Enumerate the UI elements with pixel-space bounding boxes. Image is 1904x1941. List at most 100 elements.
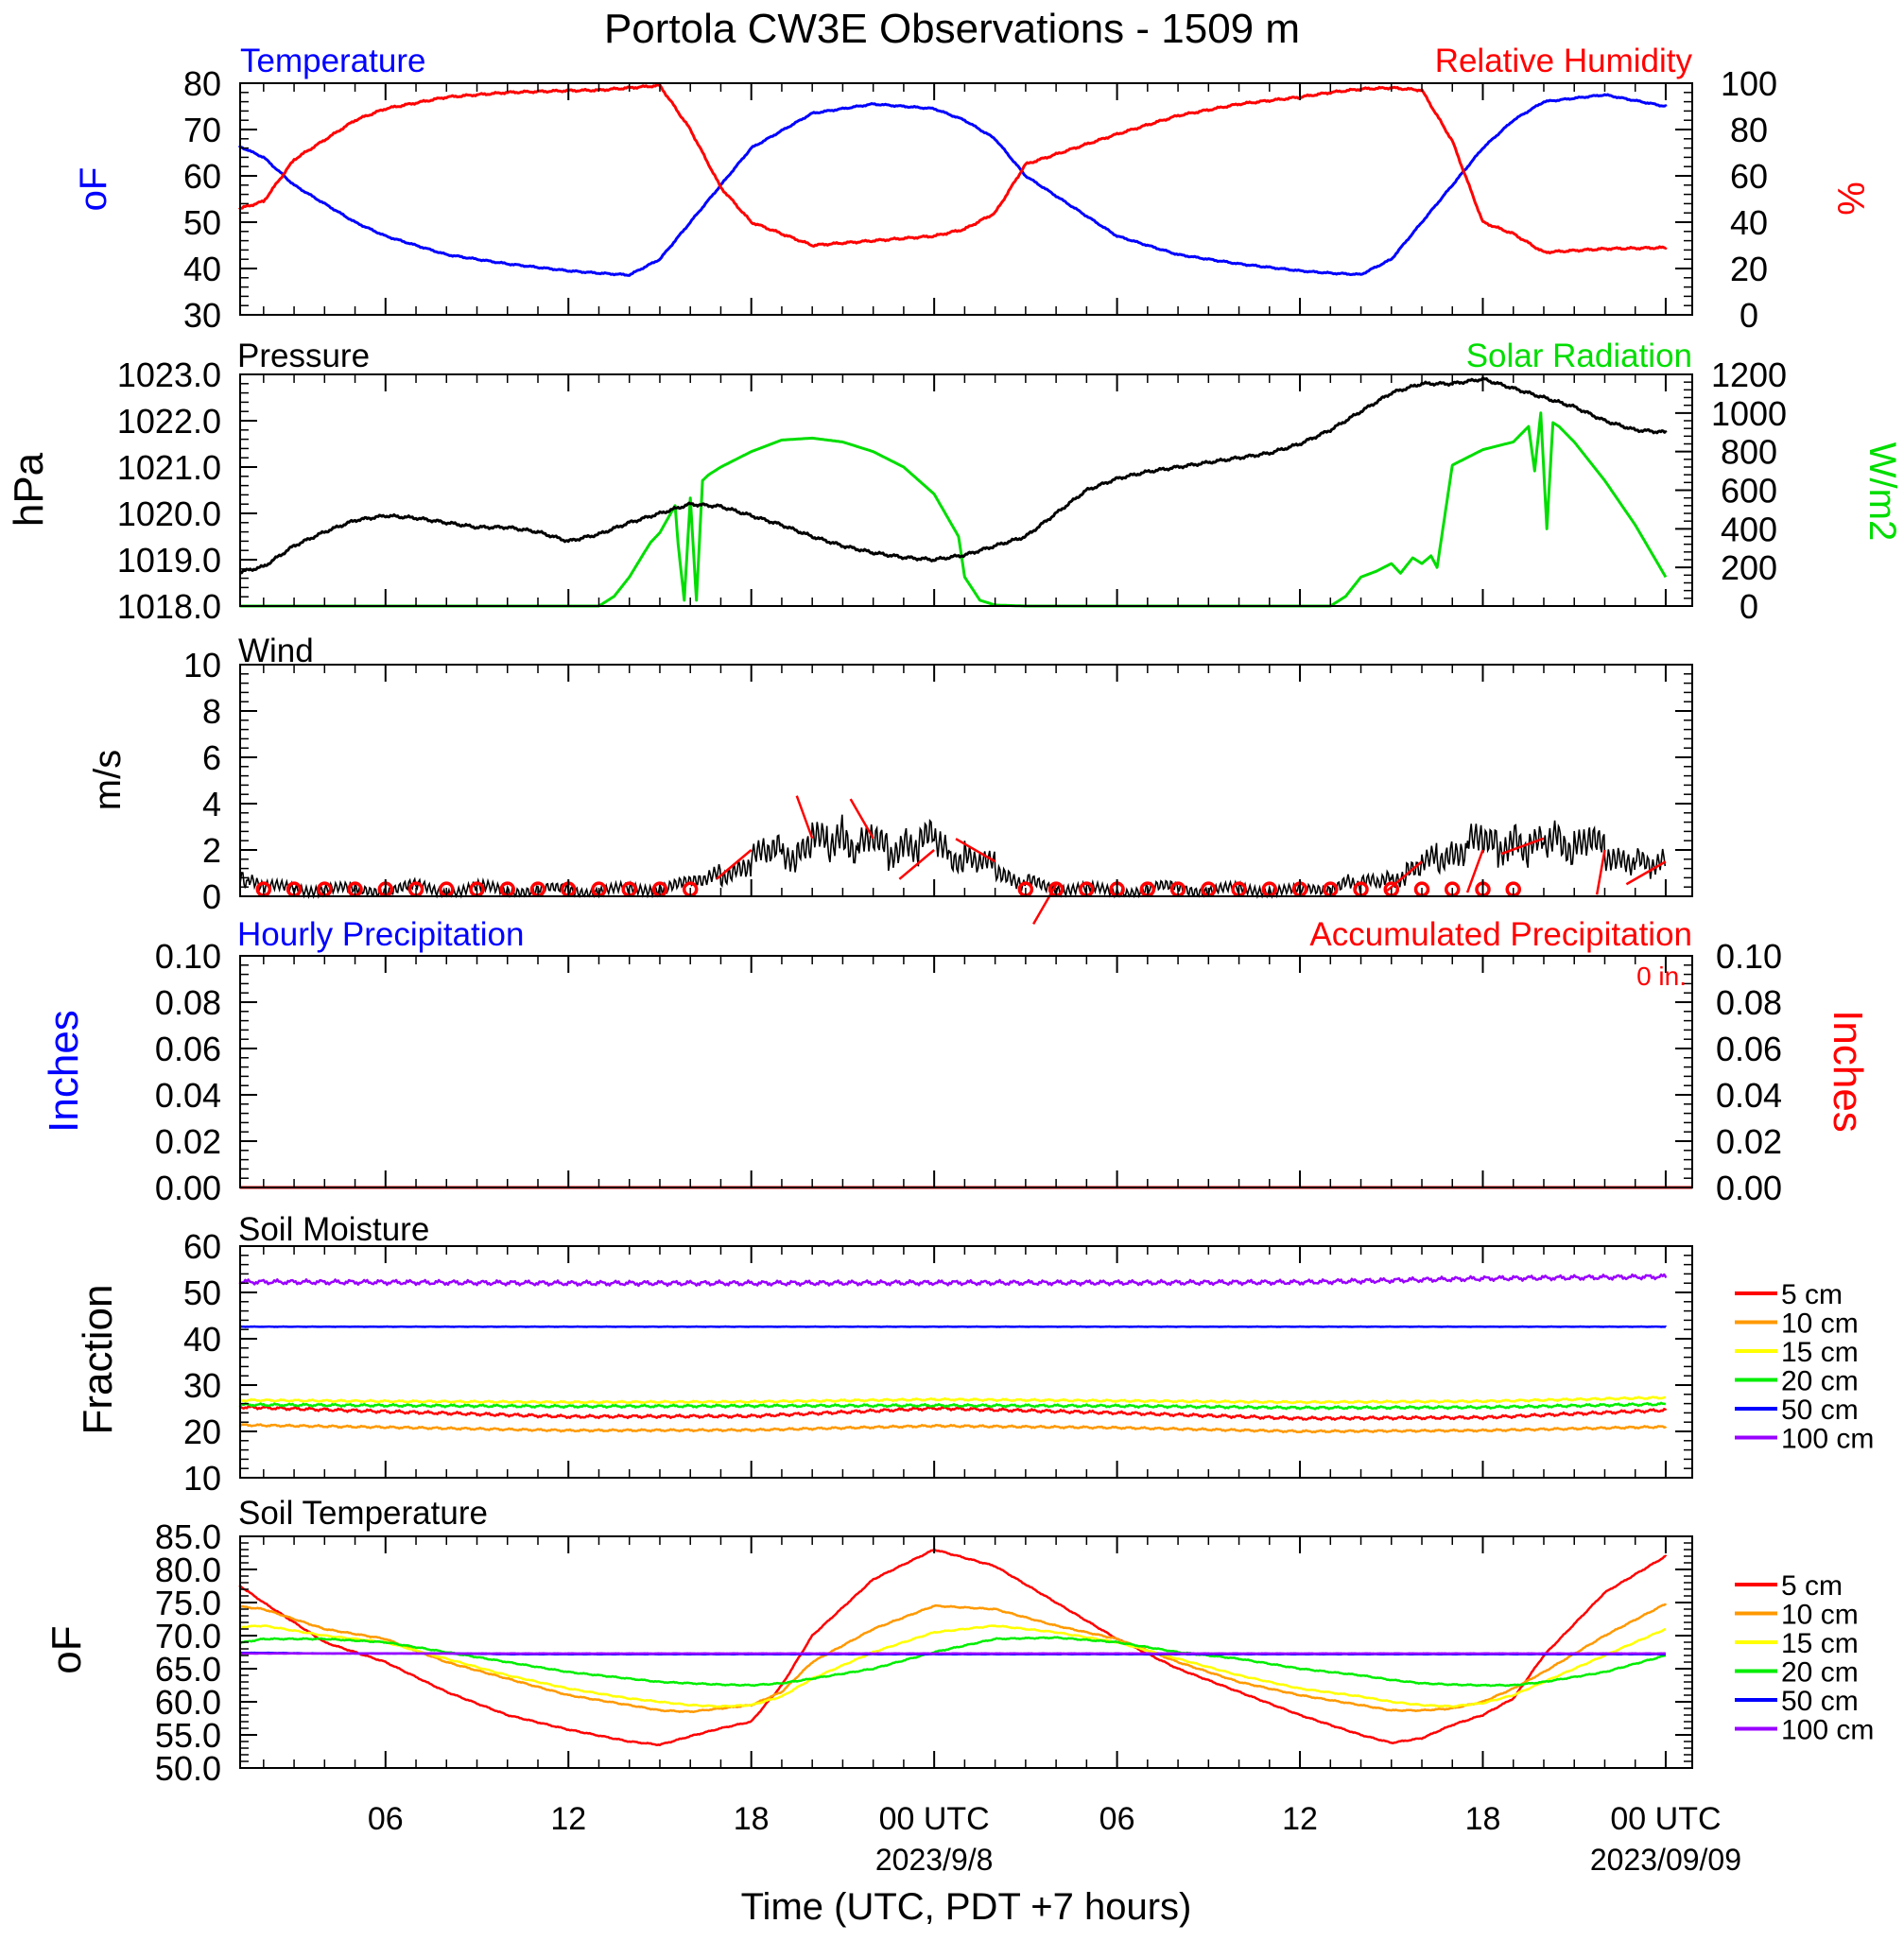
panel-title-wind: Wind bbox=[238, 633, 314, 669]
y-tick-label-left: 60 bbox=[183, 157, 221, 196]
y-tick-label-left: 70.0 bbox=[155, 1617, 221, 1655]
x-tick-label: 06 bbox=[1099, 1801, 1135, 1837]
x-date-label: 2023/9/8 bbox=[875, 1843, 994, 1877]
y-tick-label-right: 600 bbox=[1721, 472, 1777, 511]
accumulated-precipitation-total: 0 in. bbox=[1636, 962, 1687, 991]
legend-label: 15 cm bbox=[1781, 1628, 1859, 1659]
y-tick-label-left: 1018.0 bbox=[117, 587, 221, 626]
series-line-temperature bbox=[237, 93, 1668, 277]
series-line-humidity bbox=[238, 83, 1668, 255]
series-line-soil-50cm bbox=[239, 1325, 1668, 1328]
x-tick-label: 18 bbox=[1465, 1801, 1501, 1837]
series-line-soil-100cm bbox=[238, 1273, 1668, 1288]
y-tick-label-right: 0.04 bbox=[1716, 1076, 1782, 1115]
series-line-soil-15cm bbox=[238, 1624, 1667, 1708]
y-tick-label-right: 0.10 bbox=[1716, 937, 1782, 976]
panel-precipitation: 0.00 0.02 0.04 0.06 0.08 0.10 0.00 0.02 0.04 0.06… bbox=[41, 916, 1871, 1207]
series-line-soil-10cm bbox=[238, 1423, 1668, 1434]
legend-label: 20 cm bbox=[1781, 1657, 1859, 1689]
panel-frame bbox=[239, 955, 1693, 1188]
y-axis-label-left: Fraction bbox=[75, 1285, 121, 1435]
panel-title-pressure: Pressure bbox=[237, 338, 370, 374]
y-tick-label-left: 0.10 bbox=[155, 937, 221, 976]
panel-frame bbox=[239, 664, 1693, 897]
x-tick-label: 12 bbox=[550, 1801, 586, 1837]
y-axis-label-left: oF bbox=[73, 167, 114, 212]
y-axis-label-left: hPa bbox=[6, 452, 52, 527]
y-tick-label-left: 80 bbox=[183, 64, 221, 103]
y-tick-label-right: 200 bbox=[1721, 548, 1777, 587]
y-tick-label-right: 60 bbox=[1730, 157, 1768, 196]
y-tick-label-left: 55.0 bbox=[155, 1716, 221, 1755]
y-axis-label-left: m/s bbox=[87, 750, 129, 810]
y-tick-label-right: 40 bbox=[1730, 203, 1768, 242]
y-tick-label-left: 60.0 bbox=[155, 1683, 221, 1722]
wind-barb bbox=[795, 795, 814, 840]
wind-barb bbox=[1625, 860, 1667, 886]
y-tick-label-left: 0.04 bbox=[155, 1076, 221, 1115]
y-tick-label-right: 0.02 bbox=[1716, 1122, 1782, 1161]
panel-frame bbox=[239, 1245, 1693, 1479]
wind-barb bbox=[716, 849, 753, 880]
legend-label: 50 cm bbox=[1781, 1395, 1859, 1426]
panel-title-humidity: Relative Humidity bbox=[1435, 43, 1693, 79]
legend-label: 10 cm bbox=[1781, 1600, 1859, 1631]
x-tick-label: 06 bbox=[368, 1801, 404, 1837]
y-tick-label-left: 8 bbox=[202, 692, 221, 731]
y-tick-label-left: 6 bbox=[202, 738, 221, 777]
wind-barb bbox=[849, 798, 874, 840]
series-line-soil-15cm bbox=[238, 1395, 1667, 1405]
wind-barb bbox=[1465, 849, 1484, 893]
panel-temperature-humidity: 30 40 50 60 70 80 0 20 40 60 80 100 Temperature Relat… bbox=[73, 43, 1871, 335]
y-tick-label-left: 0 bbox=[202, 877, 221, 916]
y-tick-label-left: 0.00 bbox=[155, 1169, 221, 1207]
panel-title-panel-soil-temperature: Soil Temperature bbox=[238, 1495, 488, 1532]
wind-barb bbox=[1386, 860, 1423, 893]
y-tick-label-left: 65.0 bbox=[155, 1650, 221, 1689]
series-line-soil-20cm bbox=[238, 1636, 1667, 1688]
y-tick-label-left: 40 bbox=[183, 250, 221, 288]
x-tick-label: 00 UTC bbox=[879, 1801, 990, 1837]
y-tick-label-left: 30 bbox=[183, 1366, 221, 1405]
y-tick-label-right: 0.08 bbox=[1716, 983, 1782, 1022]
panel-pressure-solar: 1018.0 1019.0 1020.0 1021.0 1022.0 1023.0 0200… bbox=[6, 338, 1903, 626]
x-axis-labels: 06 12 18 00 UTC 06 12 18 00 UTC 2023/9/8 2023/09/… bbox=[368, 1801, 1741, 1877]
y-axis-label-right: Inches bbox=[1825, 1010, 1871, 1133]
panel-frame bbox=[239, 1535, 1693, 1769]
y-tick-label-left: 10 bbox=[183, 1459, 221, 1498]
y-tick-label-left: 20 bbox=[183, 1412, 221, 1451]
y-tick-label-right: 0.06 bbox=[1716, 1030, 1782, 1068]
figure-title: Portola CW3E Observations - 1509 m bbox=[604, 6, 1300, 52]
series-line-pressure bbox=[238, 376, 1668, 575]
y-tick-label-left: 50 bbox=[183, 203, 221, 242]
y-tick-label-right: 1000 bbox=[1711, 394, 1787, 433]
y-tick-label-left: 2 bbox=[202, 831, 221, 870]
y-tick-label-left: 1019.0 bbox=[117, 541, 221, 580]
panel-title-accumulated-precipitation: Accumulated Precipitation bbox=[1309, 916, 1692, 953]
y-axis-label-right: % bbox=[1829, 182, 1871, 216]
panel-title-solar-radiation: Solar Radiation bbox=[1466, 338, 1692, 374]
legend-label: 10 cm bbox=[1781, 1308, 1859, 1340]
y-tick-label-left: 75.0 bbox=[155, 1584, 221, 1622]
panel-title-hourly-precipitation: Hourly Precipitation bbox=[237, 916, 524, 953]
y-tick-label-left: 0.06 bbox=[155, 1030, 221, 1068]
y-tick-label-left: 30 bbox=[183, 296, 221, 335]
y-axis-label-left: oF bbox=[43, 1625, 90, 1673]
series-line-soil-10cm bbox=[238, 1603, 1668, 1714]
y-tick-label-right: 0 bbox=[1740, 296, 1758, 335]
y-tick-label-left: 1020.0 bbox=[117, 494, 221, 533]
wind-barb bbox=[955, 838, 996, 863]
legend-label: 15 cm bbox=[1781, 1337, 1859, 1368]
x-tick-label: 18 bbox=[734, 1801, 770, 1837]
y-tick-label-right: 400 bbox=[1721, 510, 1777, 548]
y-tick-label-left: 85.0 bbox=[155, 1517, 221, 1556]
legend-label: 100 cm bbox=[1781, 1715, 1874, 1746]
y-axis-label-left: Inches bbox=[41, 1010, 87, 1133]
wind-barb bbox=[1595, 849, 1606, 895]
wind-barb bbox=[1032, 884, 1058, 925]
legend-label: 100 cm bbox=[1781, 1424, 1874, 1455]
y-tick-label-left: 1022.0 bbox=[117, 402, 221, 441]
x-axis-label: Time (UTC, PDT +7 hours) bbox=[741, 1886, 1192, 1928]
y-tick-label-left: 70 bbox=[183, 111, 221, 149]
